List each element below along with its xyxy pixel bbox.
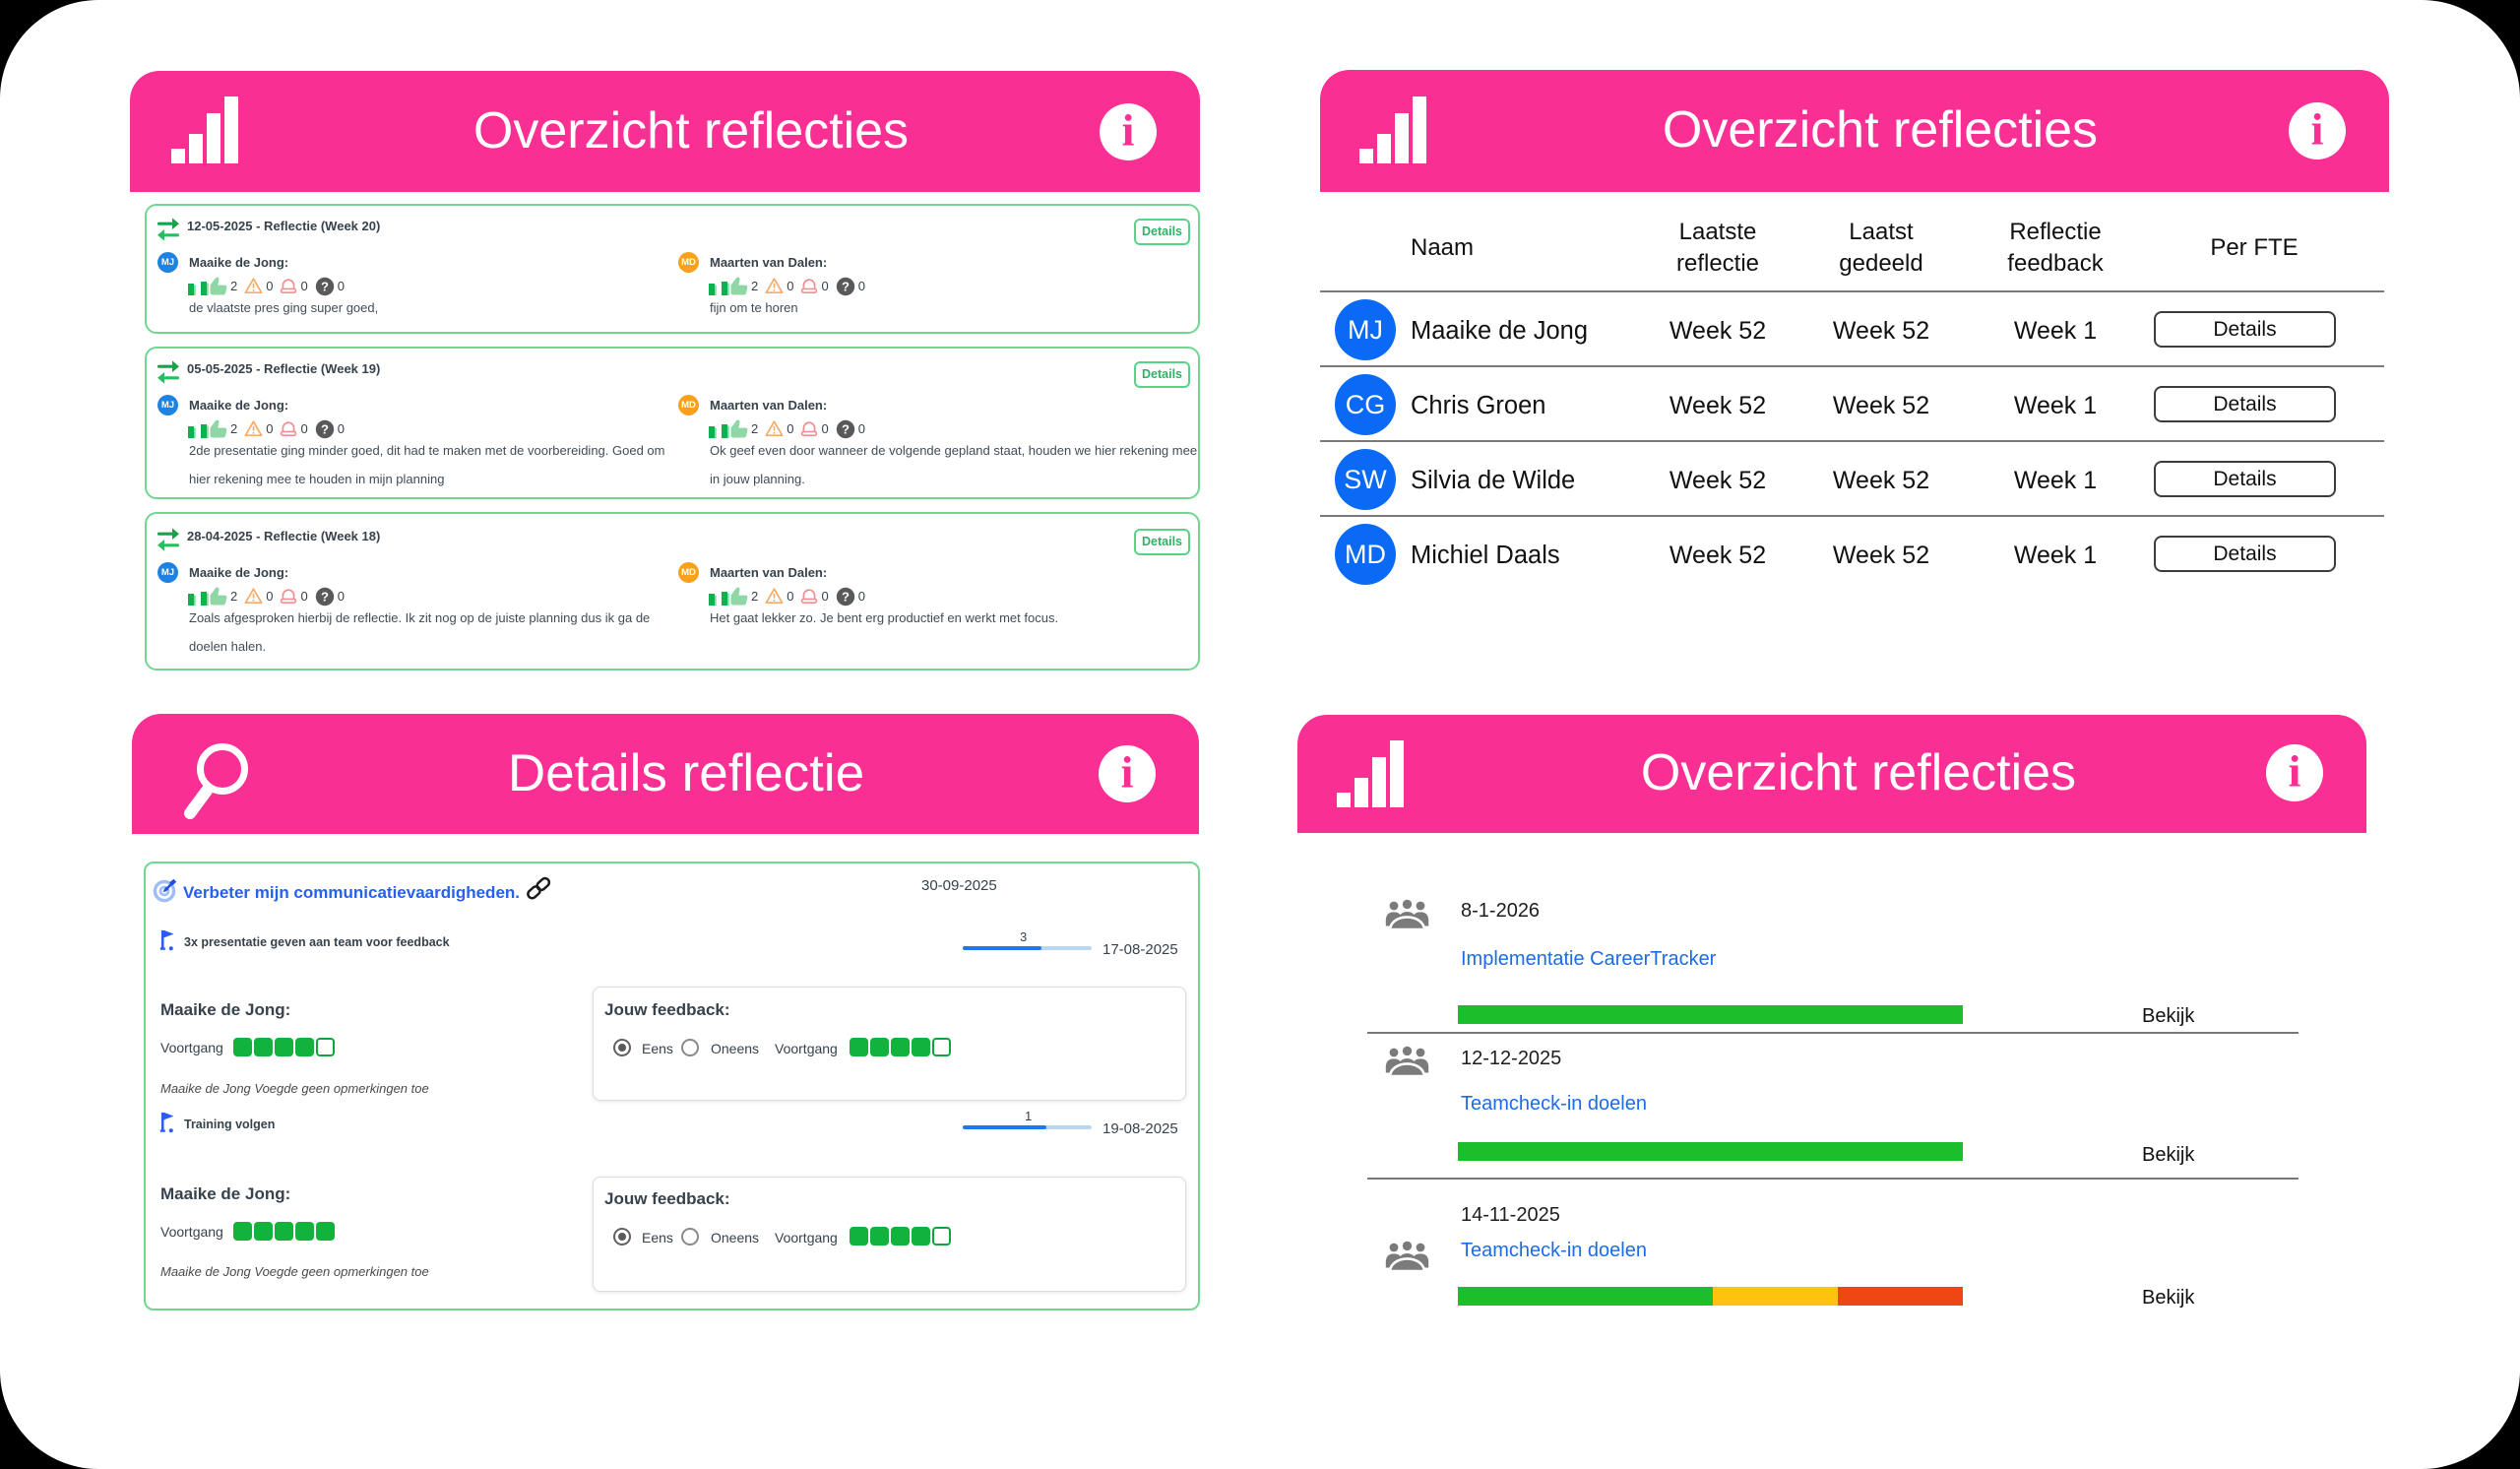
svg-text:?: ? [321, 421, 329, 436]
svg-text:?: ? [321, 589, 329, 604]
svg-text:?: ? [321, 279, 329, 293]
svg-text:?: ? [842, 279, 850, 293]
svg-text:?: ? [842, 589, 850, 604]
svg-text:?: ? [842, 421, 850, 436]
